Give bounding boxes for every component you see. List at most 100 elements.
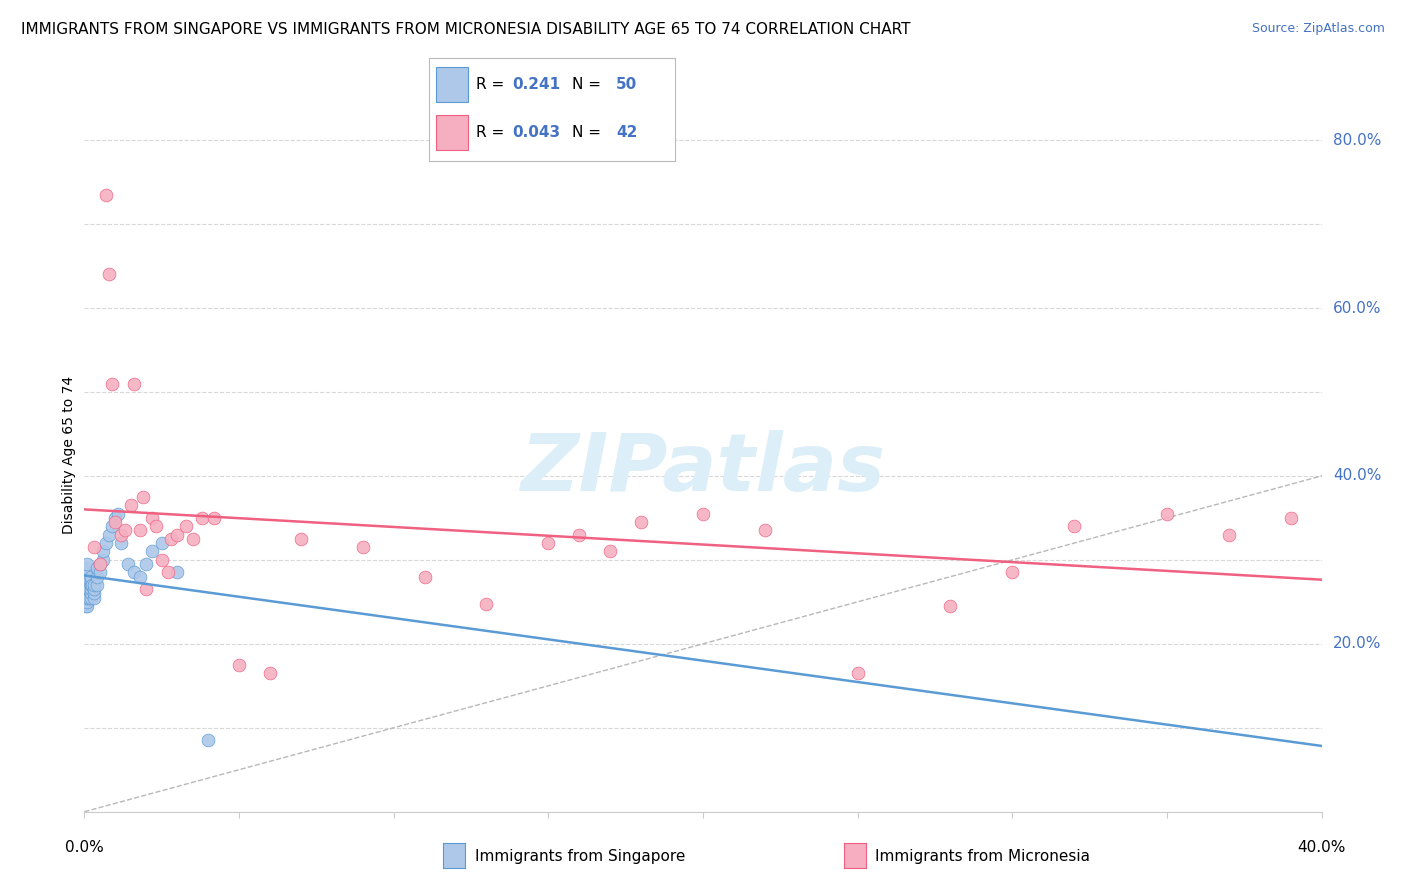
Point (599, 544, 621, 558)
Point (104, 515, 127, 529)
Point (166, 566, 188, 580)
Point (83, 586, 105, 600)
Point (110, 527, 132, 541)
Point (135, 557, 157, 571)
Point (86, 578, 108, 592)
Text: R =: R = (475, 126, 509, 140)
Point (104, 511, 127, 525)
Point (692, 507, 714, 521)
Point (82, 578, 104, 592)
Point (76, 599, 98, 613)
Point (76, 595, 98, 609)
FancyBboxPatch shape (436, 67, 468, 102)
Point (76, 582, 98, 597)
Point (83, 578, 105, 592)
Point (91, 553, 114, 567)
Point (83, 591, 105, 605)
Point (79, 569, 101, 583)
Text: Immigrants from Singapore: Immigrants from Singapore (475, 849, 686, 863)
Point (79, 578, 101, 592)
Point (181, 532, 204, 546)
Point (197, 733, 219, 747)
Point (110, 536, 132, 550)
Text: 42: 42 (616, 126, 637, 140)
Point (290, 532, 312, 546)
Point (132, 490, 155, 504)
Point (83, 582, 105, 597)
Point (77, 591, 100, 605)
Point (122, 376, 145, 391)
Point (141, 511, 163, 525)
Point (75, 578, 97, 592)
Text: IMMIGRANTS FROM SINGAPORE VS IMMIGRANTS FROM MICRONESIA DISABILITY AGE 65 TO 74 : IMMIGRANTS FROM SINGAPORE VS IMMIGRANTS … (21, 22, 911, 37)
Point (475, 597, 498, 611)
Point (1218, 527, 1240, 541)
Point (89, 566, 111, 580)
Point (1279, 511, 1302, 525)
Y-axis label: Disability Age 65 to 74: Disability Age 65 to 74 (62, 376, 76, 534)
Point (86, 561, 108, 575)
Point (76, 586, 98, 600)
Text: 80.0%: 80.0% (1333, 133, 1381, 147)
Point (939, 599, 962, 613)
Point (1156, 507, 1178, 521)
Point (91, 544, 114, 558)
Point (122, 566, 145, 580)
Point (120, 498, 142, 512)
Point (89, 557, 111, 571)
Point (228, 657, 250, 672)
Point (114, 524, 136, 538)
Text: 50: 50 (616, 77, 637, 92)
Point (129, 524, 152, 538)
Text: 40.0%: 40.0% (1333, 468, 1381, 483)
Point (352, 541, 374, 555)
Text: 60.0%: 60.0% (1333, 301, 1381, 316)
Point (77, 582, 100, 597)
Text: ZIPatlas: ZIPatlas (520, 430, 886, 508)
Point (98, 268, 121, 282)
Point (79, 586, 101, 600)
Point (176, 519, 198, 533)
Point (129, 569, 152, 583)
Text: Immigrants from Micronesia: Immigrants from Micronesia (875, 849, 1090, 863)
Point (79, 591, 101, 605)
Point (107, 507, 129, 521)
Point (135, 582, 157, 597)
Point (117, 557, 139, 571)
Text: N =: N = (571, 77, 606, 92)
Point (76, 591, 98, 605)
Point (846, 666, 869, 681)
Point (537, 536, 560, 550)
Point (75, 582, 97, 597)
Point (191, 511, 214, 525)
Point (75, 599, 97, 613)
Point (89, 557, 111, 571)
FancyBboxPatch shape (436, 115, 468, 150)
Point (1063, 519, 1085, 533)
Point (83, 541, 105, 555)
Point (156, 566, 179, 580)
Point (754, 524, 776, 538)
Text: 0.241: 0.241 (512, 77, 561, 92)
Point (1001, 566, 1024, 580)
Point (79, 574, 101, 588)
Point (86, 569, 108, 583)
Point (76, 574, 98, 588)
Text: 0.043: 0.043 (512, 126, 561, 140)
Point (79, 582, 101, 597)
Point (76, 578, 98, 592)
Point (150, 553, 173, 567)
Point (101, 519, 124, 533)
Point (166, 527, 188, 541)
Point (76, 561, 98, 575)
Text: 20.0%: 20.0% (1333, 636, 1381, 651)
Point (568, 527, 591, 541)
Point (145, 519, 167, 533)
Point (75, 591, 97, 605)
Point (202, 511, 225, 525)
Point (101, 376, 124, 391)
Text: N =: N = (571, 126, 606, 140)
Point (76, 557, 98, 571)
Text: 0.0%: 0.0% (65, 840, 104, 855)
Point (76, 566, 98, 580)
